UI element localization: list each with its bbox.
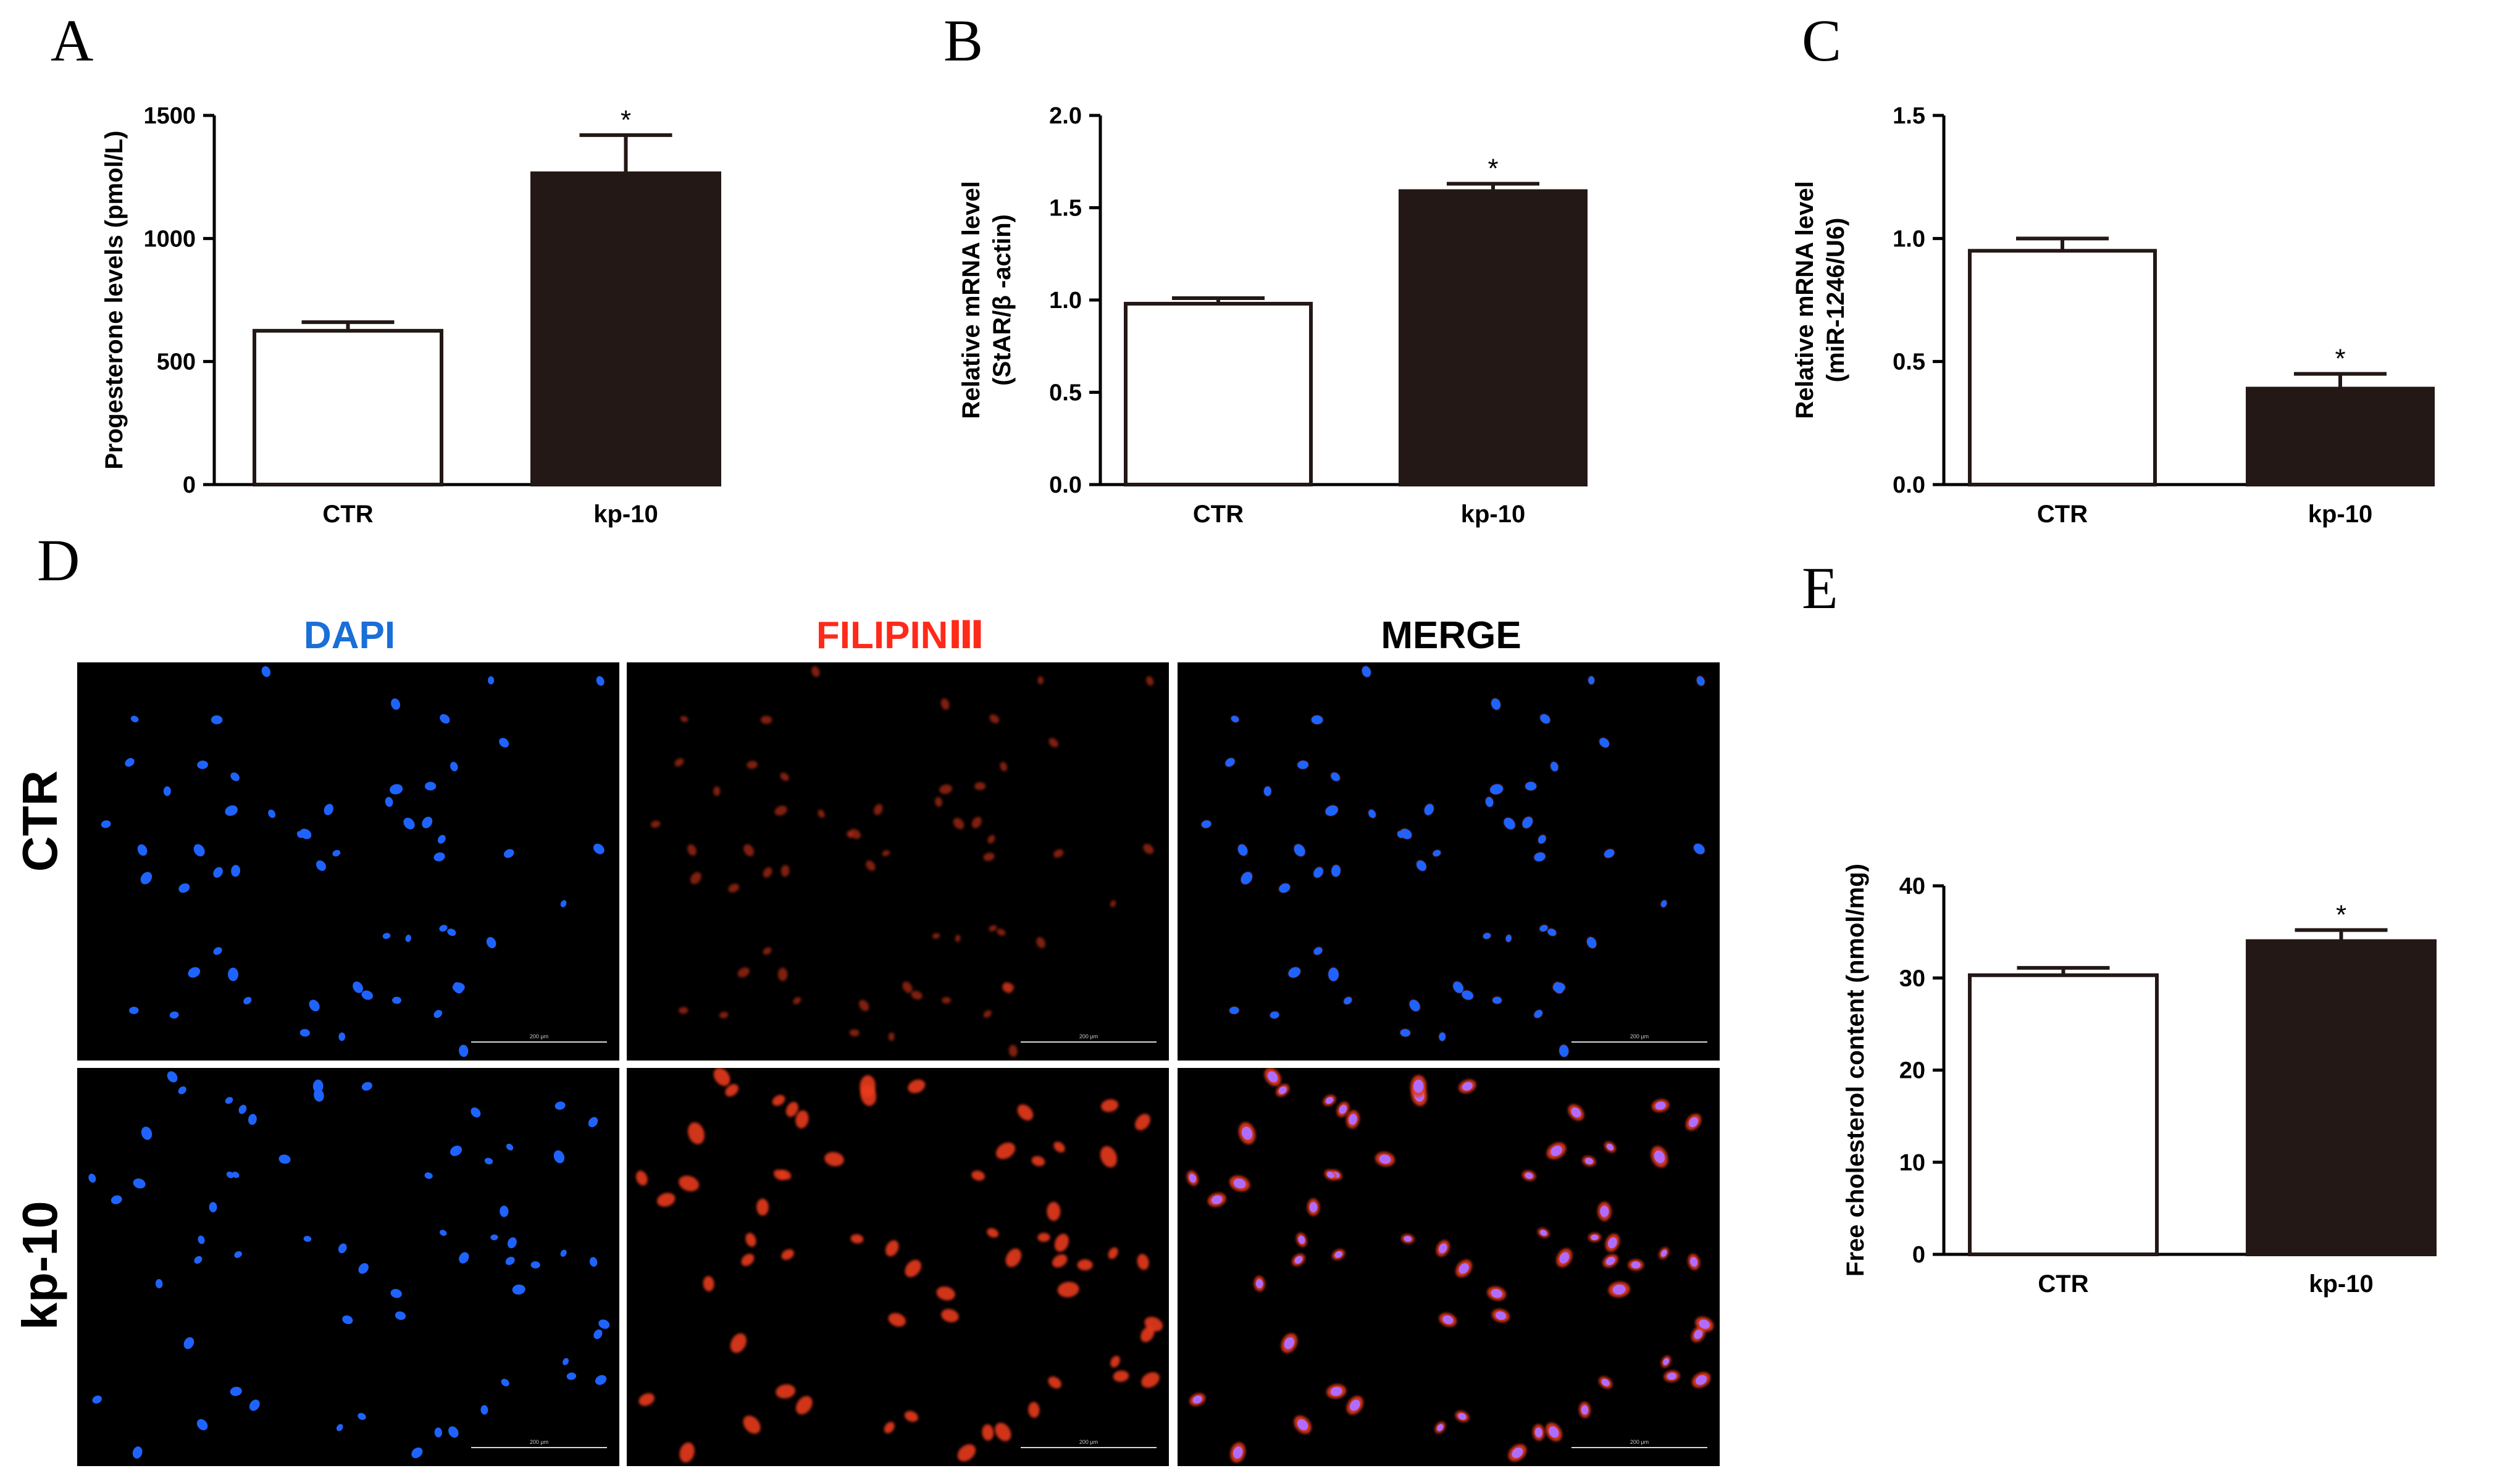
scale-bar-label: 200 μm [530,1033,548,1040]
column-header-merge: MERGE [1381,614,1521,657]
significance-marker: * [2336,900,2346,930]
micrograph-kp10-filipin: 200 μm [627,1068,1169,1466]
bar-ctr [1124,301,1313,486]
y-tick-label: 0.5 [1049,380,1082,406]
category-label: kp-10 [1461,501,1526,528]
bar-kp-10 [1399,189,1588,486]
y-tick-label: 0.0 [1893,472,1925,498]
micrograph-kp10-merge: 200 μm [1178,1068,1720,1466]
panel-letter-e: E [1802,555,1838,621]
y-tick-label: 0.0 [1049,472,1082,498]
y-tick-label: 1.5 [1893,103,1925,129]
micrograph-grid: 200 μm 200 μm 200 μm 200 μm 200 μm 200 μm [77,662,1720,1466]
scale-bar-label: 200 μm [530,1439,548,1445]
micrograph-kp10-dapi: 200 μm [77,1068,619,1466]
y-axis-title: Free cholesterol content (nmol/mg) [1842,864,1869,1277]
chart-free-cholesterol: 0 10 20 30 40 Free cholesterol content (nmol/… [1842,864,2437,1298]
category-label: kp-10 [2308,501,2373,528]
y-tick-label: 0 [1912,1242,1925,1268]
y-tick-label: 0.5 [1893,349,1925,375]
y-tick-label: 1.0 [1049,288,1082,314]
y-tick-label: 1.5 [1049,196,1082,222]
chart-star-mrna: 0.0 0.5 1.0 1.5 2.0 Relative mRNA level (StAR/… [958,103,1588,528]
panel-letter-c: C [1802,7,1841,73]
significance-marker: * [621,105,631,135]
y-axis-title: Progesterone levels (pmol/L) [101,130,128,469]
chart-mir1246: 0.0 0.5 1.0 1.5 Relative mRNA level (miR-1246… [1791,103,2435,528]
category-label: CTR [1193,501,1244,528]
microscopy-panel: DAPI FILIPINⅢ MERGE CTR kp-10 200 μm 200 … [12,614,1720,1466]
chart-progesterone: 0 500 1000 1500 Progesterone levels (pmol/L)… [101,103,721,528]
scale-bar-label: 200 μm [1630,1439,1649,1445]
category-label: CTR [2038,1270,2088,1298]
y-tick-label: 0 [183,472,196,498]
bar-kp-10 [530,171,721,486]
bar-ctr [253,328,443,486]
category-label: kp-10 [2309,1270,2374,1298]
row-label-kp10: kp-10 [12,1201,67,1330]
y-axis-title: Relative mRNA level (miR-1246/U6) [1791,181,1849,419]
bar-ctr [1968,249,2157,486]
scale-bar-label: 200 μm [1630,1033,1649,1040]
column-header-dapi: DAPI [304,614,395,657]
bar-kp-10 [2246,939,2437,1257]
micrograph-ctr-filipin: 200 μm [627,662,1169,1061]
bar-ctr [1968,973,2159,1256]
y-tick-label: 30 [1899,965,1925,991]
y-tick-label: 500 [157,349,196,375]
y-tick-label: 1.0 [1893,226,1925,252]
scale-bar-label: 200 μm [1079,1439,1098,1445]
panel-letter-a: A [51,7,93,73]
significance-marker: * [1488,154,1498,184]
category-label: CTR [2037,501,2088,528]
panel-letter-b: B [944,7,983,73]
micrograph-ctr-merge: 200 μm [1178,662,1720,1061]
y-tick-label: 2.0 [1049,103,1082,129]
category-label: kp-10 [593,501,658,528]
bar-kp-10 [2246,386,2435,487]
micrograph-ctr-dapi: 200 μm [77,662,619,1061]
significance-marker: * [2335,344,2345,374]
scale-bar-label: 200 μm [1079,1033,1098,1040]
category-label: CTR [322,501,373,528]
panel-letter-d: D [37,527,80,593]
y-tick-label: 1000 [143,226,196,252]
column-header-filipin: FILIPINⅢ [816,614,984,657]
y-axis-title: Relative mRNA level (StAR/β -actin) [958,181,1016,419]
y-tick-label: 40 [1899,873,1925,899]
row-label-ctr: CTR [12,770,67,872]
y-tick-label: 1500 [143,103,196,129]
y-tick-label: 20 [1899,1058,1925,1084]
y-tick-label: 10 [1899,1150,1925,1176]
